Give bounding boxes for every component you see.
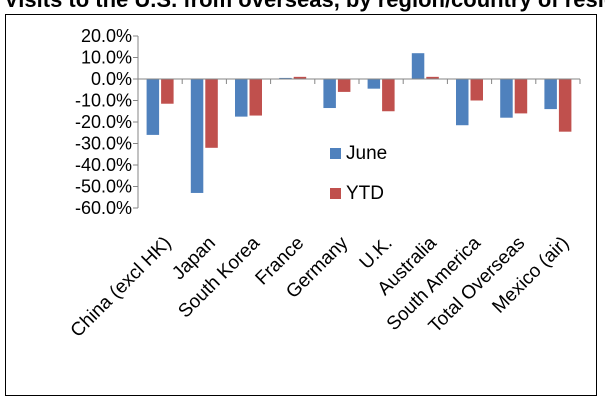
legend-label-ytd: YTD [346, 183, 384, 204]
y-tick-label: 0.0% [91, 69, 132, 89]
bar-june [235, 79, 248, 117]
bar-june [411, 53, 425, 79]
bar-ytd [249, 79, 262, 116]
legend: June YTD [330, 143, 387, 204]
chart-title: Visits to the U.S. from overseas, by reg… [4, 0, 605, 13]
bar-ytd [470, 79, 483, 101]
bar-june [279, 77, 292, 79]
bar-ytd [205, 79, 218, 148]
legend-swatch-june [330, 148, 341, 159]
bar-ytd [382, 79, 395, 112]
chart-title-strip: Visits to the U.S. from overseas, by reg… [0, 0, 605, 26]
y-axis: 20.0%10.0%0.0%-10.0%-20.0%-30.0%-40.0%-5… [75, 26, 139, 218]
y-tick-label: 20.0% [81, 26, 132, 46]
x-axis [137, 78, 581, 84]
bar-june [323, 79, 336, 109]
legend-label-june: June [346, 143, 387, 164]
bars [146, 53, 572, 193]
y-tick-label: -30.0% [75, 134, 132, 154]
y-tick-label: -10.0% [75, 91, 132, 111]
bar-june [544, 79, 557, 110]
chart-area [5, 14, 597, 396]
bar-ytd [514, 79, 528, 114]
bar-june [500, 79, 513, 118]
y-tick-label: 10.0% [81, 48, 132, 68]
bar-june [456, 79, 469, 126]
y-tick-label: -60.0% [75, 198, 132, 218]
bar-ytd [337, 79, 351, 92]
bar-june [367, 79, 381, 89]
bar-ytd [161, 79, 174, 104]
y-tick-label: -20.0% [75, 112, 132, 132]
bar-ytd [558, 79, 572, 132]
bar-ytd [426, 76, 439, 79]
bar-ytd [293, 76, 307, 79]
legend-swatch-ytd [330, 188, 341, 199]
bar-june [146, 79, 160, 135]
y-tick-label: -50.0% [75, 177, 132, 197]
bar-june [190, 79, 204, 193]
y-tick-label: -40.0% [75, 155, 132, 175]
category-label: China (excl HK) [67, 233, 176, 342]
